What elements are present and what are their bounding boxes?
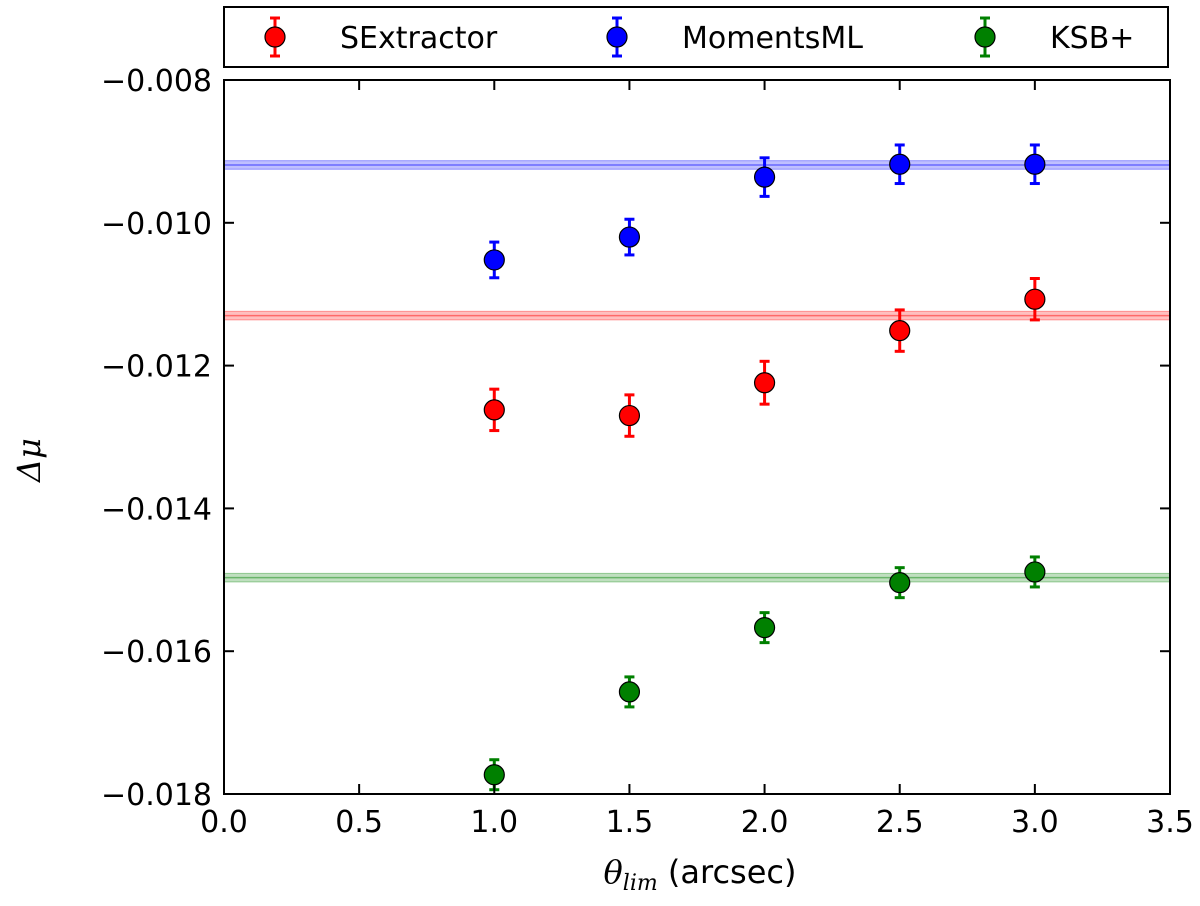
x-tick-label-6: 3.0 <box>1011 805 1059 840</box>
legend-label-1: MomentsML <box>682 21 863 56</box>
x-tick-label-3: 1.5 <box>606 805 654 840</box>
x-axis-subscript: lim <box>623 871 658 896</box>
y-tick-label-3: −0.012 <box>101 350 212 385</box>
x-tick-label-0: 0.0 <box>200 805 248 840</box>
axis-ticks: 0.0 0.5 1.0 1.5 2.0 2.5 3.0 3.5 −0.018 −0.016 −0.0… <box>101 64 1194 840</box>
legend: SExtractor MomentsML KSB+ <box>223 6 1169 68</box>
x-tick-label-2: 1.0 <box>470 805 518 840</box>
legend-box <box>223 6 1169 68</box>
legend-label-2: KSB+ <box>1050 21 1134 56</box>
data-point-1-1 <box>618 226 641 248</box>
reference-bands <box>223 160 1171 583</box>
x-axis-symbol: θ <box>604 853 623 891</box>
data-point-0-3 <box>889 320 911 342</box>
data-point-1-0 <box>483 249 505 271</box>
y-tick-label-5: −0.008 <box>101 64 212 99</box>
y-tick-label-0: −0.018 <box>101 778 212 813</box>
y-tick-label-1: −0.016 <box>101 635 212 670</box>
data-point-1-3 <box>889 153 911 175</box>
y-tick-label-2: −0.014 <box>101 492 212 527</box>
plot-area-frame <box>223 79 1171 795</box>
data-points <box>483 143 1046 792</box>
x-axis-unit <box>658 853 668 891</box>
data-point-0-1 <box>618 404 641 427</box>
x-axis-unit-text: (arcsec) <box>668 853 797 891</box>
x-tick-label-1: 0.5 <box>335 805 383 840</box>
x-axis-label: θlim (arcsec) <box>604 853 797 896</box>
data-point-2-2 <box>753 617 776 639</box>
data-point-1-2 <box>753 166 776 188</box>
legend-label-0: SExtractor <box>340 21 498 56</box>
data-point-2-4 <box>1024 561 1046 583</box>
data-point-2-1 <box>618 681 641 703</box>
data-point-0-2 <box>753 372 776 394</box>
y-axis-label: Δμ <box>10 438 48 484</box>
data-point-1-4 <box>1024 153 1046 175</box>
x-tick-label-5: 2.5 <box>876 805 924 840</box>
data-point-0-4 <box>1024 288 1046 310</box>
legend-marker-2 <box>974 26 996 48</box>
x-tick-label-7: 3.5 <box>1146 805 1194 840</box>
data-point-2-0 <box>483 764 505 786</box>
y-tick-label-4: −0.010 <box>101 207 212 242</box>
legend-marker-1 <box>606 26 628 48</box>
data-point-2-3 <box>889 572 911 594</box>
x-tick-label-4: 2.0 <box>741 805 789 840</box>
legend-marker-0 <box>264 26 286 48</box>
data-point-0-0 <box>483 399 505 421</box>
